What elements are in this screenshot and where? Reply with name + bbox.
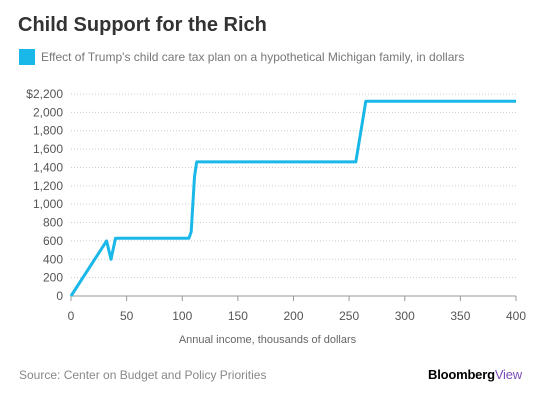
y-tick-label: 1,400 <box>33 160 63 174</box>
x-axis-label: Annual income, thousands of dollars <box>179 334 357 346</box>
x-tick-label: 50 <box>120 309 134 323</box>
y-tick-label: 600 <box>43 234 63 248</box>
y-tick-label: 2,000 <box>33 105 63 119</box>
x-tick-label: 100 <box>172 309 192 323</box>
x-tick-label: 150 <box>228 309 248 323</box>
x-axis-tick-labels: 0 50 100 150 200 250 300 350 400 <box>68 309 527 323</box>
y-tick-label: 0 <box>56 289 63 303</box>
x-axis-tick-marks <box>70 296 517 301</box>
legend: Effect of Trump's child care tax plan on… <box>19 49 464 65</box>
y-tick-label: $2,200 <box>26 87 63 101</box>
brand-logo: BloombergView <box>428 367 522 382</box>
x-tick-label: 200 <box>283 309 303 323</box>
y-tick-label: 1,800 <box>33 124 63 138</box>
legend-label: Effect of Trump's child care tax plan on… <box>41 50 465 64</box>
brand-sub: View <box>494 367 522 382</box>
x-tick-label: 300 <box>395 309 415 323</box>
y-axis-tick-labels: 0 200 400 600 800 1,000 1,200 1,400 1,600 1,800 2,… <box>26 87 63 303</box>
y-tick-label: 1,000 <box>33 197 63 211</box>
series-line <box>69 99 516 297</box>
y-tick-label: 400 <box>43 252 63 266</box>
brand-name: Bloomberg <box>428 367 495 382</box>
y-tick-label: 200 <box>43 271 63 285</box>
x-tick-label: 350 <box>450 309 470 323</box>
x-tick-label: 400 <box>506 309 526 323</box>
chart-title: Child Support for the Rich <box>18 14 267 36</box>
grid-lines <box>71 93 516 279</box>
y-tick-label: 1,200 <box>33 179 63 193</box>
y-tick-label: 1,600 <box>33 142 63 156</box>
source-note: Source: Center on Budget and Policy Prio… <box>19 368 267 382</box>
legend-swatch <box>19 49 35 65</box>
x-tick-label: 250 <box>339 309 359 323</box>
x-tick-label: 0 <box>68 309 75 323</box>
y-tick-label: 800 <box>43 216 63 230</box>
